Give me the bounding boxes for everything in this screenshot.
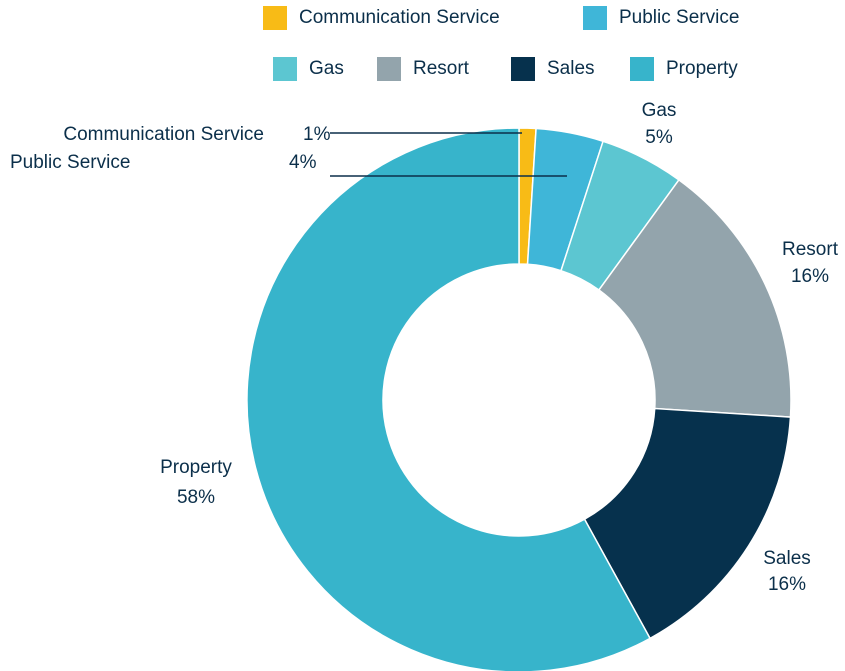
value-label: 4% — [289, 152, 317, 173]
legend-swatch — [630, 57, 654, 81]
slice-label: Property — [160, 457, 232, 478]
legend: Communication Service Public Service Gas Re… — [263, 6, 739, 81]
legend-label: Resort — [413, 58, 470, 79]
legend-label: Public Service — [619, 7, 739, 28]
value-label: 58% — [177, 487, 215, 508]
slice-label: Communication Service — [63, 124, 264, 145]
legend-swatch — [263, 6, 287, 30]
legend-label: Sales — [547, 58, 595, 79]
data-labels: Communication Service 1% Public Service 4% G… — [10, 100, 839, 595]
slice-label: Sales — [763, 548, 811, 569]
slice-label: Resort — [782, 239, 839, 260]
value-label: 16% — [791, 266, 829, 287]
legend-swatch — [377, 57, 401, 81]
legend-label: Property — [666, 58, 738, 79]
legend-swatch — [583, 6, 607, 30]
slice — [583, 407, 792, 640]
value-label: 16% — [768, 574, 806, 595]
legend-label: Communication Service — [299, 7, 500, 28]
legend-label: Gas — [309, 58, 344, 79]
legend-swatch — [273, 57, 297, 81]
value-label: 5% — [645, 127, 673, 148]
slice — [597, 178, 792, 418]
donut — [246, 127, 792, 671]
value-label: 1% — [303, 124, 331, 145]
slice-label: Public Service — [10, 152, 130, 173]
slice-label: Gas — [642, 100, 677, 121]
slice — [246, 127, 652, 671]
legend-swatch — [511, 57, 535, 81]
